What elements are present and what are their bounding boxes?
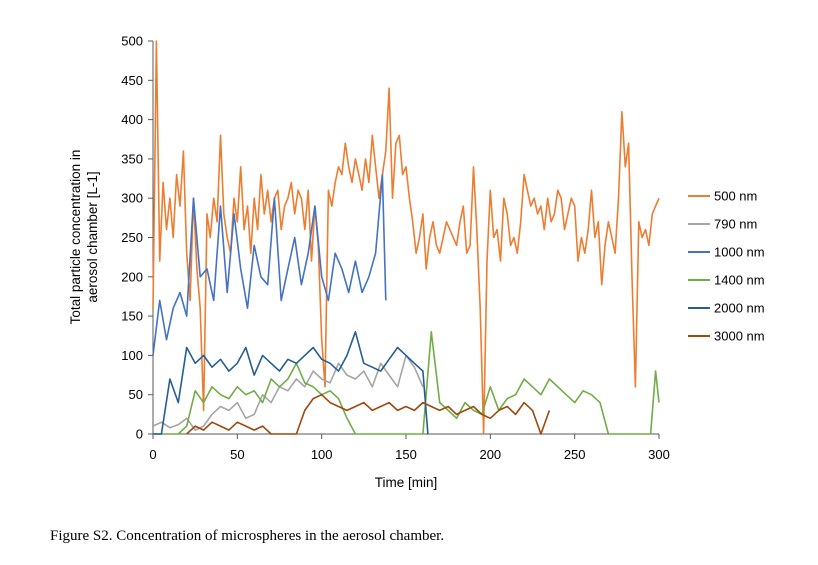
legend-label: 500 nm [714,189,757,204]
legend-label: 790 nm [714,217,757,232]
x-tick-label: 0 [149,447,156,462]
y-tick-label: 450 [121,73,143,88]
chart-legend: 500 nm 790 nm 1000 nm 1400 nm 2000 nm 3000 nm [688,189,765,344]
legend-label: 1000 nm [714,245,765,260]
y-tick-label: 350 [121,151,143,166]
legend-label: 3000 nm [714,329,765,344]
y-tick-label: 250 [121,230,143,245]
x-tick-label: 300 [648,447,670,462]
y-tick-label: 0 [136,427,143,442]
series-line-1000-nm [152,173,387,356]
x-tick-label: 250 [564,447,586,462]
x-tick-label: 200 [479,447,501,462]
figure-caption: Figure S2. Concentration of microspheres… [50,528,445,544]
y-tick-label: 200 [121,269,143,284]
y-tick-label: 500 [121,34,143,49]
series-line-500-nm [152,40,660,435]
y-tick-label: 50 [129,387,143,402]
x-tick-label: 150 [395,447,417,462]
x-tick-label: 100 [311,447,333,462]
series-line-790-nm [152,354,424,431]
series-line-2000-nm [153,330,429,435]
x-axis-title: Time [min] [375,475,438,490]
y-tick-label: 100 [121,348,143,363]
y-tick-label: 150 [121,309,143,324]
y-tick-label: 300 [121,191,143,206]
y-axis-title: Total particle concentration in aerosol c… [68,150,100,325]
y-axis-title-line: aerosol chamber [L-1] [85,171,100,302]
y-tick-label: 400 [121,112,143,127]
legend-label: 1400 nm [714,273,765,288]
x-tick-label: 50 [230,447,244,462]
y-axis-title-line: Total particle concentration in [68,150,83,325]
chart-series [152,40,660,435]
legend-label: 2000 nm [714,301,765,316]
series-line-1400-nm [153,330,660,435]
series-line-3000-nm [186,393,551,435]
chart-axes: 0 50 100 150 200 250 300 350 400 450 500 0 50 100 150 2… [68,34,670,491]
